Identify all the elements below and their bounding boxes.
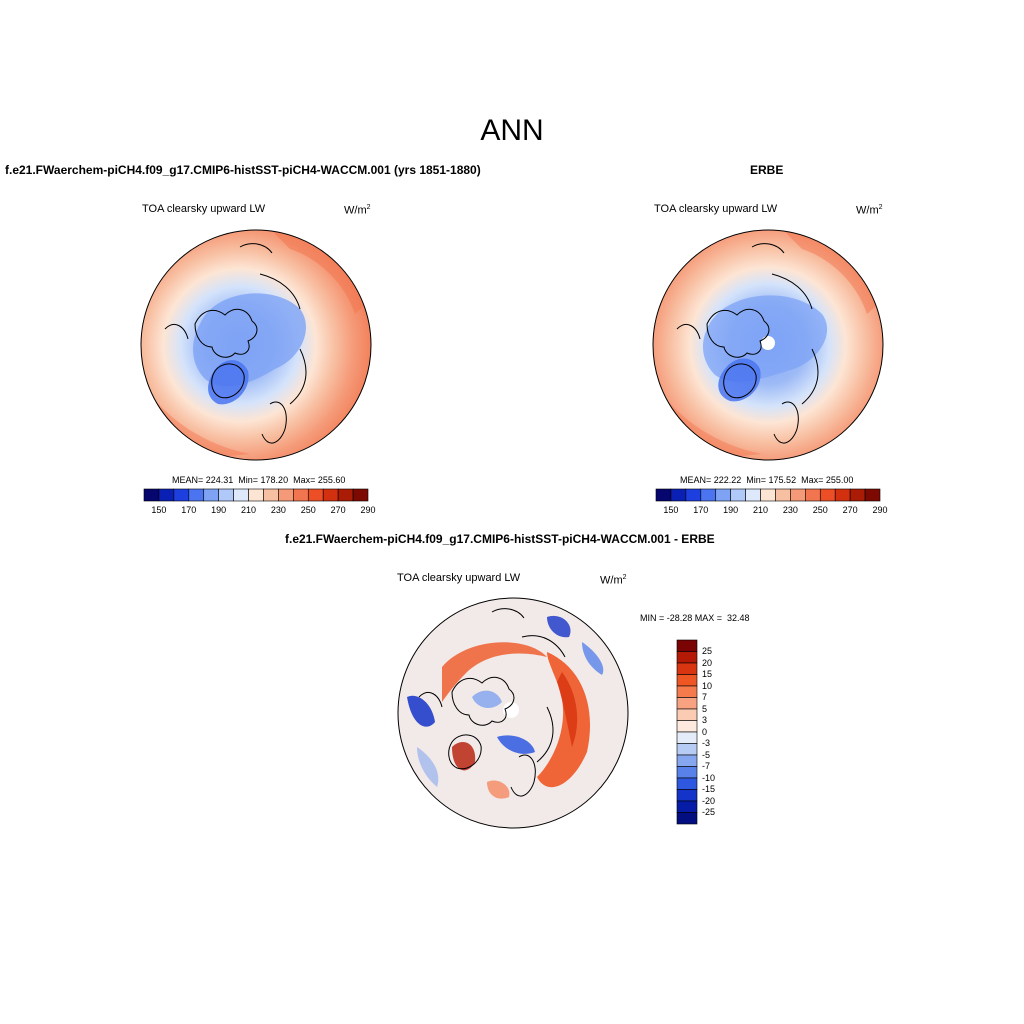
obs-colorbar-box	[819, 488, 836, 502]
model-colorbar-tick-label: 170	[181, 505, 197, 515]
obs-colorbar-box	[685, 488, 702, 502]
model-colorbar-box	[203, 488, 219, 502]
diff-colorbar-box	[676, 685, 698, 698]
obs-colorbar-box	[655, 488, 672, 502]
model-colorbar-tick-label: 250	[300, 505, 316, 515]
model-units-label: W/m2	[344, 204, 371, 217]
figure-title: ANN	[480, 114, 544, 147]
obs-panel-title: ERBE	[750, 163, 784, 177]
model-colorbar-box	[278, 488, 294, 502]
diff-colorbar-box	[676, 731, 698, 744]
model-polar-map	[140, 229, 372, 461]
diff-colorbar	[676, 639, 698, 825]
diff-colorbar-tick-label: -25	[702, 807, 716, 817]
diff-colorbar-box	[676, 812, 698, 825]
model-colorbar-box	[233, 488, 249, 502]
diff-colorbar-tick-label: -20	[702, 795, 716, 806]
obs-colorbar-box	[849, 488, 866, 502]
obs-colorbar-box	[730, 488, 746, 502]
model-colorbar-tick-label: 270	[330, 505, 346, 515]
obs-colorbar-box	[790, 488, 806, 502]
obs-colorbar-tick-label: 190	[723, 505, 739, 515]
diff-panel-title: f.e21.FWaerchem-piCH4.f09_g17.CMIP6-hist…	[285, 532, 715, 546]
obs-colorbar-box	[700, 488, 717, 502]
obs-colorbar-ticks: 150 170 190 210 230 250 270 290	[656, 505, 887, 517]
diff-colorbar-box	[676, 639, 698, 652]
diff-colorbar-tick-label: -15	[702, 784, 716, 794]
model-variable-label: TOA clearsky upward LW	[142, 203, 266, 215]
diff-colorbar-box	[676, 777, 698, 790]
diff-colorbar-box	[676, 720, 698, 733]
obs-stats: MEAN= 222.22 Min= 175.52 Max= 255.00	[680, 475, 854, 485]
diff-colorbar-tick-label: 0	[702, 726, 708, 737]
diff-colorbar-tick-label: 10	[702, 680, 713, 691]
obs-colorbar-tick-label: 150	[663, 505, 679, 515]
model-colorbar-box	[158, 488, 175, 502]
diff-colorbar-box	[676, 789, 698, 802]
diff-colorbar-box	[676, 743, 698, 756]
diff-colorbar-tick-label: 3	[702, 715, 708, 725]
diff-colorbar-box	[676, 651, 698, 664]
model-colorbar-tick-label: 210	[241, 505, 257, 515]
model-colorbar-box	[322, 488, 339, 502]
obs-units-label: W/m2	[856, 204, 883, 217]
model-colorbar-box	[307, 488, 324, 502]
diff-colorbar-tick-label: 25	[702, 646, 713, 656]
diff-colorbar-box	[676, 662, 698, 675]
obs-colorbar-box	[670, 488, 687, 502]
model-colorbar-tick-label: 290	[360, 505, 376, 515]
obs-colorbar-box	[805, 488, 821, 502]
model-colorbar-box	[248, 488, 264, 502]
obs-colorbar-box	[715, 488, 731, 502]
diff-colorbar-box	[676, 754, 698, 767]
obs-colorbar-box	[775, 488, 791, 502]
obs-colorbar-box	[745, 488, 761, 502]
diff-colorbar-box	[676, 708, 698, 721]
obs-colorbar-tick-label: 210	[753, 505, 769, 515]
diff-colorbar-box	[676, 766, 698, 779]
obs-colorbar-box	[864, 488, 881, 502]
model-colorbar-box	[337, 488, 354, 502]
diff-units-label: W/m2	[600, 574, 627, 587]
model-colorbar-tick-label: 190	[211, 505, 227, 515]
diff-colorbar-tick-label: -5	[702, 749, 711, 760]
obs-variable-label: TOA clearsky upward LW	[654, 203, 778, 215]
model-stats: MEAN= 224.31 Min= 178.20 Max= 255.60	[172, 475, 346, 485]
obs-colorbar-box	[760, 488, 776, 502]
model-colorbar-box	[173, 488, 190, 502]
model-colorbar	[143, 488, 369, 502]
obs-colorbar-tick-label: 270	[842, 505, 858, 515]
diff-variable-label: TOA clearsky upward LW	[397, 572, 521, 584]
diff-colorbar-tick-label: 7	[702, 692, 708, 702]
model-colorbar-tick-label: 150	[151, 505, 167, 515]
diff-stats: MIN = -28.28 MAX = 32.48	[640, 613, 750, 623]
obs-colorbar-tick-label: 170	[693, 505, 709, 515]
obs-colorbar-tick-label: 230	[782, 505, 798, 515]
model-colorbar-box	[143, 488, 160, 502]
diff-colorbar-tick-label: 20	[702, 657, 713, 668]
diff-colorbar-box	[676, 800, 698, 813]
diff-colorbar-box	[676, 697, 698, 710]
diff-colorbar-ticks: 25 20 15 10 7 5 3 0 -3 -5 -7 -10 -15 -20 -25	[702, 640, 732, 824]
model-colorbar-box	[218, 488, 234, 502]
diff-colorbar-tick-label: -7	[702, 761, 711, 771]
obs-colorbar-tick-label: 250	[812, 505, 828, 515]
obs-colorbar-tick-label: 290	[872, 505, 888, 515]
diff-colorbar-tick-label: 5	[702, 703, 708, 714]
model-colorbar-tick-label: 230	[270, 505, 286, 515]
model-colorbar-box	[188, 488, 205, 502]
model-colorbar-ticks: 150 170 190 210 230 250 270 290	[144, 505, 375, 517]
diff-colorbar-box	[676, 674, 698, 687]
model-colorbar-box	[352, 488, 369, 502]
obs-polar-map	[652, 229, 884, 461]
diff-colorbar-tick-label: -10	[702, 772, 716, 783]
diff-colorbar-tick-label: -3	[702, 738, 711, 748]
diff-colorbar-tick-label: 15	[702, 669, 713, 679]
obs-colorbar	[655, 488, 881, 502]
model-colorbar-box	[293, 488, 309, 502]
obs-colorbar-box	[834, 488, 851, 502]
model-panel-title: f.e21.FWaerchem-piCH4.f09_g17.CMIP6-hist…	[5, 163, 481, 177]
model-colorbar-box	[263, 488, 279, 502]
diff-polar-map	[397, 597, 629, 829]
